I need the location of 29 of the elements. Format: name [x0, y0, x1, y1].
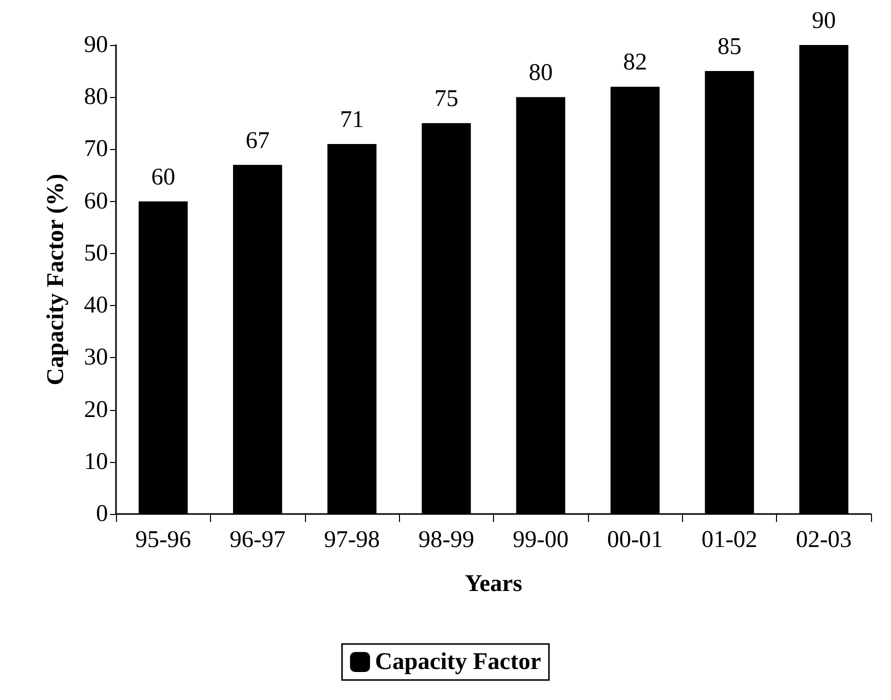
y-tick-label: 60 [84, 188, 108, 214]
y-tick-label: 10 [84, 448, 108, 475]
data-label: 67 [246, 128, 270, 154]
data-label: 82 [623, 50, 648, 76]
y-tick-label: 50 [84, 240, 108, 266]
y-axis-title: Capacity Factor (%) [43, 174, 69, 386]
y-tick-label: 40 [84, 292, 108, 319]
x-tick-label: 96-97 [230, 527, 286, 553]
data-label: 60 [151, 164, 176, 190]
data-label: 80 [528, 60, 553, 86]
y-tick-label: 30 [84, 344, 108, 371]
y-tick-label: 80 [84, 84, 108, 110]
data-label: 85 [717, 34, 742, 60]
x-tick-label: 00-01 [607, 527, 664, 553]
y-tick-label: 0 [96, 501, 108, 527]
x-tick-label: 01-02 [701, 527, 758, 553]
data-label: 90 [812, 8, 836, 34]
x-tick-label: 95-96 [135, 527, 192, 553]
x-tick-label: 97-98 [324, 527, 380, 553]
legend-label: Capacity Factor [375, 649, 542, 675]
x-tick-label: 99-00 [512, 527, 569, 553]
y-tick-label: 70 [84, 136, 108, 162]
y-tick-label: 20 [84, 396, 108, 423]
x-tick-label: 98-99 [418, 527, 474, 553]
x-axis-title: Years [464, 571, 522, 597]
x-tick-label: 02-03 [796, 527, 852, 553]
y-tick-label: 90 [84, 32, 108, 58]
data-label: 75 [434, 86, 458, 112]
data-label: 71 [340, 107, 364, 134]
